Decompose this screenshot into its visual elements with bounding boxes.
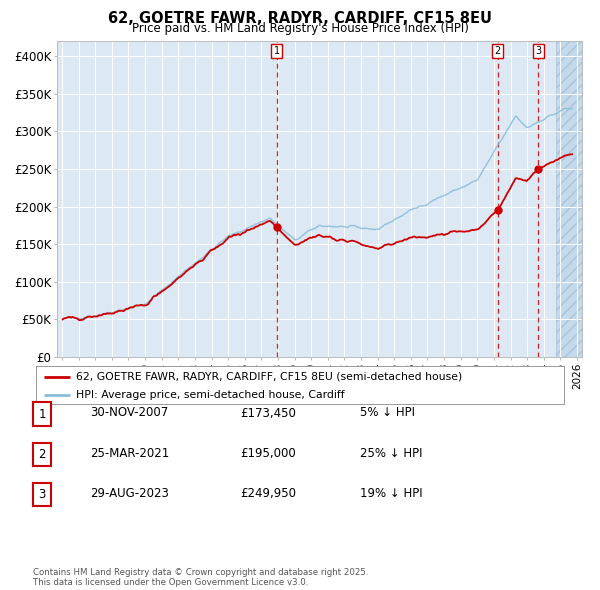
Text: 5% ↓ HPI: 5% ↓ HPI bbox=[360, 407, 415, 419]
Text: £195,000: £195,000 bbox=[240, 447, 296, 460]
Text: 25% ↓ HPI: 25% ↓ HPI bbox=[360, 447, 422, 460]
Text: 19% ↓ HPI: 19% ↓ HPI bbox=[360, 487, 422, 500]
Text: £173,450: £173,450 bbox=[240, 407, 296, 419]
Text: HPI: Average price, semi-detached house, Cardiff: HPI: Average price, semi-detached house,… bbox=[76, 389, 344, 399]
Text: 30-NOV-2007: 30-NOV-2007 bbox=[90, 407, 168, 419]
Bar bbox=[556, 41, 590, 357]
Text: £249,950: £249,950 bbox=[240, 487, 296, 500]
Text: 25-MAR-2021: 25-MAR-2021 bbox=[90, 447, 169, 460]
Text: 62, GOETRE FAWR, RADYR, CARDIFF, CF15 8EU: 62, GOETRE FAWR, RADYR, CARDIFF, CF15 8E… bbox=[108, 11, 492, 25]
Text: Contains HM Land Registry data © Crown copyright and database right 2025.
This d: Contains HM Land Registry data © Crown c… bbox=[33, 568, 368, 587]
Text: 3: 3 bbox=[38, 488, 46, 501]
Text: 1: 1 bbox=[38, 408, 46, 421]
Text: 2: 2 bbox=[494, 46, 501, 56]
Text: 62, GOETRE FAWR, RADYR, CARDIFF, CF15 8EU (semi-detached house): 62, GOETRE FAWR, RADYR, CARDIFF, CF15 8E… bbox=[76, 372, 462, 382]
Text: 2: 2 bbox=[38, 448, 46, 461]
Text: 1: 1 bbox=[274, 46, 280, 56]
Text: 3: 3 bbox=[535, 46, 541, 56]
Text: Price paid vs. HM Land Registry's House Price Index (HPI): Price paid vs. HM Land Registry's House … bbox=[131, 22, 469, 35]
Text: 29-AUG-2023: 29-AUG-2023 bbox=[90, 487, 169, 500]
